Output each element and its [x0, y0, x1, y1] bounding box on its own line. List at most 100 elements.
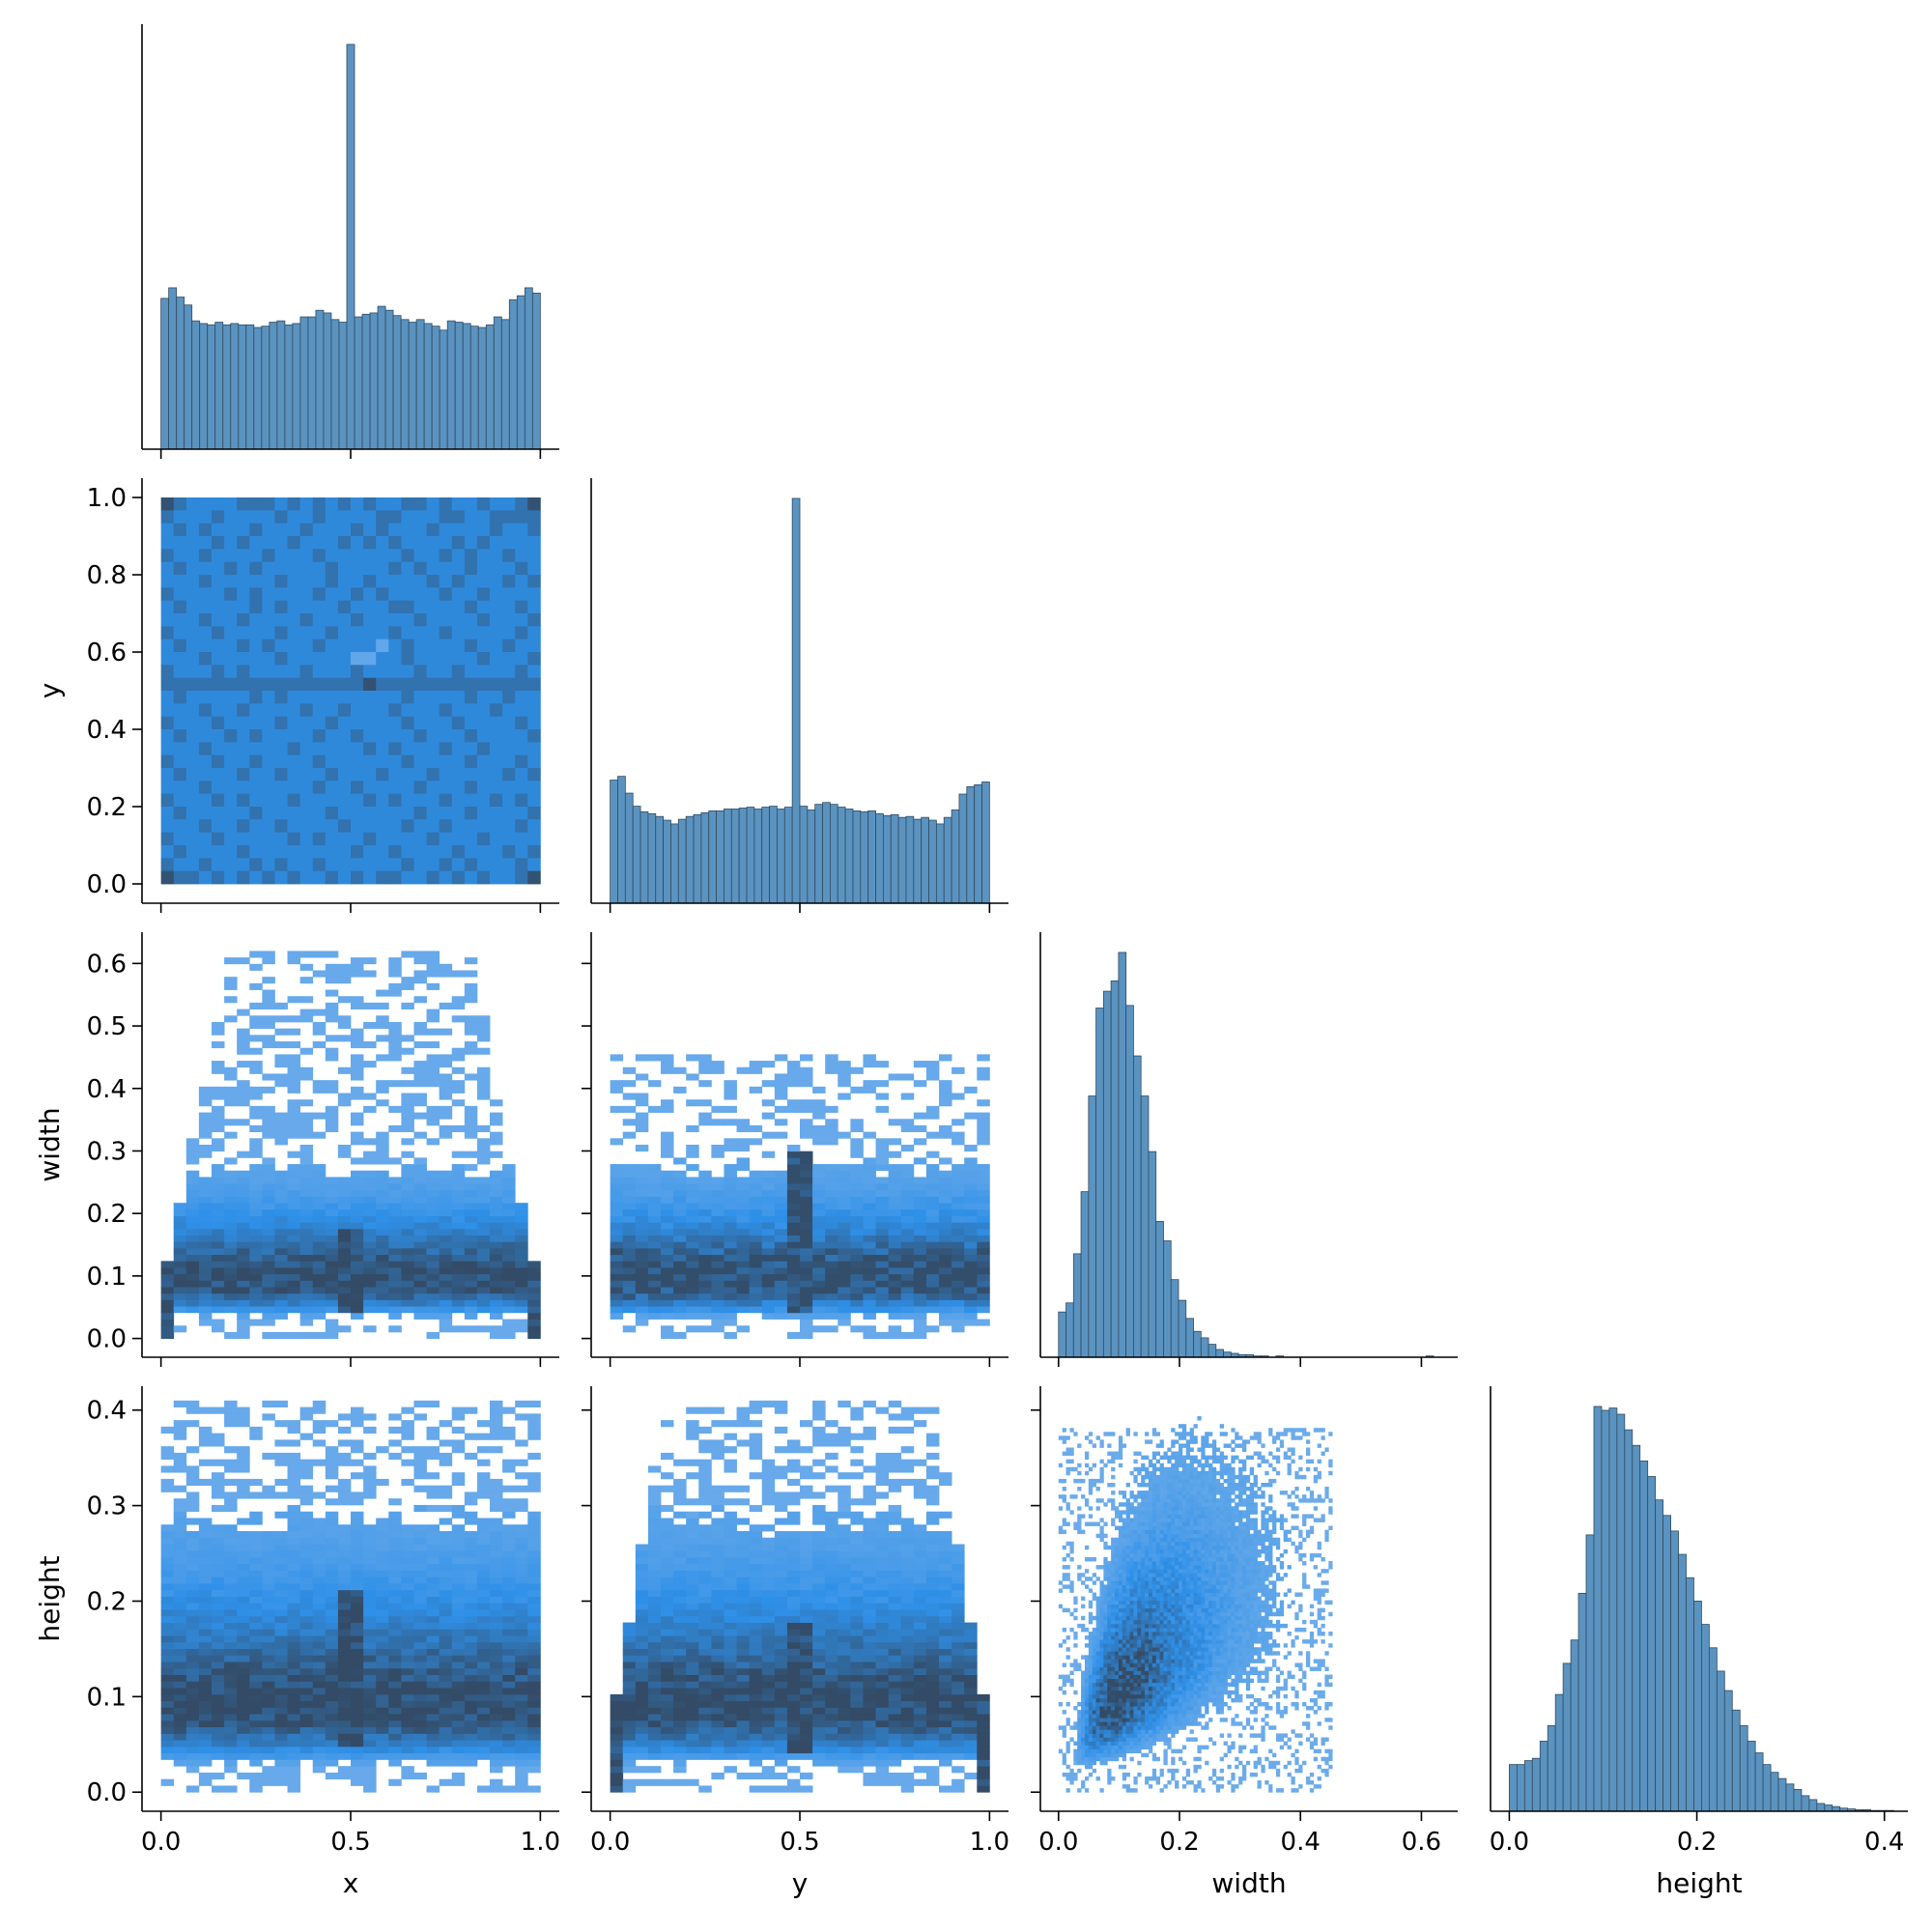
y-vs-height-cell: [736, 1733, 751, 1741]
y-vs-width-cell: [686, 1235, 699, 1242]
y-vs-width-cell: [635, 1293, 649, 1300]
x-vs-height-cell: [401, 1662, 414, 1669]
x-vs-y-cell: [287, 600, 301, 614]
x-vs-width-cell: [476, 1293, 491, 1300]
x-vs-width-cell: [212, 1273, 225, 1281]
y-vs-width-cell: [850, 1273, 864, 1281]
y-vs-width-cell: [800, 1280, 813, 1288]
y-vs-width-cell: [825, 1203, 838, 1210]
x-vs-height-y-tick-label: 0.3: [87, 1492, 127, 1521]
x-vs-width-cell: [249, 963, 263, 971]
x-vs-width-cell: [515, 1273, 528, 1281]
y-vs-height-cell: [698, 1465, 712, 1473]
x-vs-width-cell: [439, 1222, 453, 1230]
y-vs-width-cell: [850, 1138, 864, 1146]
x-vs-height-cell: [464, 1622, 478, 1630]
x-vs-height-cell: [224, 1498, 238, 1506]
x-vs-width-cell: [451, 1002, 466, 1009]
y-vs-width-cell: [838, 1312, 851, 1320]
y-vs-width-cell: [850, 1254, 864, 1262]
x-vs-height-cell: [224, 1733, 238, 1741]
y-vs-height-cell: [673, 1577, 687, 1584]
x-vs-height-cell: [237, 1544, 250, 1551]
y-vs-width-cell: [774, 1203, 788, 1210]
y-vs-width-cell: [724, 1189, 737, 1197]
x-vs-height-cell: [224, 1662, 238, 1669]
x-vs-height-cell: [160, 1746, 175, 1754]
x-vs-height-cell: [464, 1648, 478, 1656]
x-vs-height-cell: [237, 1707, 250, 1715]
y-vs-width-cell: [925, 1325, 940, 1333]
y-vs-width-cell: [825, 1208, 838, 1216]
y-vs-width-cell: [977, 1183, 990, 1191]
y-vs-width-cell: [724, 1208, 737, 1216]
x-vs-height-cell: [413, 1674, 427, 1682]
y-vs-width-cell: [838, 1073, 851, 1081]
y-vs-width-cell: [838, 1066, 851, 1074]
y-vs-width-cell: [635, 1287, 649, 1294]
x-vs-height-cell: [325, 1530, 339, 1539]
y-vs-width-cell: [838, 1131, 851, 1139]
x-vs-height-cell: [274, 1563, 288, 1571]
x-vs-y-cell: [502, 768, 516, 781]
x-vs-y-cell: [413, 549, 427, 563]
x-vs-y-cell: [312, 729, 327, 743]
x-vs-y-cell: [198, 819, 213, 834]
x-vs-height-cell: [527, 1603, 541, 1610]
y-vs-width-cell: [952, 1306, 965, 1314]
x-vs-width-cell: [237, 1254, 250, 1262]
y-vs-width-cell: [825, 1241, 838, 1249]
x-vs-height-cell: [325, 1719, 339, 1728]
x-vs-width-cell: [325, 1241, 339, 1249]
x-vs-width-cell: [451, 1047, 466, 1055]
x-vs-height-cell: [274, 1766, 288, 1774]
y-vs-width-cell: [736, 1196, 751, 1204]
x-vs-height-cell: [249, 1583, 263, 1591]
x-vs-height-cell: [490, 1433, 503, 1440]
y-vs-height-cell: [686, 1524, 699, 1532]
x-vs-height-cell: [173, 1550, 187, 1558]
y-vs-width-cell: [812, 1170, 826, 1178]
x-vs-y-cell: [363, 575, 377, 588]
x-vs-y-cell: [198, 677, 213, 692]
x-vs-height-cell: [376, 1583, 389, 1591]
x-vs-height-cell: [325, 1556, 339, 1565]
x-vs-height-cell: [237, 1452, 250, 1461]
y-vs-width-cell: [850, 1325, 864, 1333]
x-vs-y-cell: [401, 845, 414, 859]
x-vs-height-cell: [388, 1655, 402, 1662]
y-vs-width-cell: [724, 1080, 737, 1088]
y-vs-height-cell: [698, 1563, 712, 1571]
y-vs-height-cell: [698, 1570, 712, 1577]
x-vs-height-cell: [198, 1693, 213, 1702]
y-vs-width-cell: [711, 1306, 724, 1314]
x-vs-y-cell: [237, 691, 250, 704]
x-vs-height-cell: [426, 1504, 440, 1513]
x-vs-y-cell: [198, 497, 213, 511]
x-vs-height-cell: [363, 1629, 377, 1636]
x-vs-width-cell: [249, 1066, 263, 1074]
x-vs-height-cell: [262, 1674, 275, 1682]
x-vs-y-cell: [413, 703, 427, 718]
x-vs-height-cell: [363, 1700, 377, 1708]
x-vs-width-cell: [439, 1312, 453, 1320]
y-vs-height-cell: [635, 1641, 649, 1649]
x-vs-height-cell: [527, 1733, 541, 1741]
x-vs-width-cell: [476, 1093, 491, 1100]
x-vs-y-cell: [224, 754, 238, 769]
x-vs-y-cell: [451, 639, 466, 653]
x-vs-height-cell: [173, 1700, 187, 1708]
hist-y-bar: [860, 810, 869, 904]
x-vs-y-cell: [287, 870, 301, 885]
x-vs-width-cell: [212, 1145, 225, 1152]
y-vs-height-cell: [711, 1635, 724, 1643]
x-vs-width-cell: [464, 1306, 478, 1314]
x-vs-width-cell: [337, 1093, 352, 1100]
x-vs-width-cell: [363, 1138, 377, 1146]
x-vs-y-cell: [299, 858, 314, 872]
x-vs-width-cell: [388, 1235, 402, 1242]
hist-y-bar: [624, 792, 634, 904]
x-vs-height-cell: [287, 1583, 301, 1591]
x-vs-height-cell: [249, 1740, 263, 1747]
x-vs-height-cell: [439, 1693, 453, 1702]
